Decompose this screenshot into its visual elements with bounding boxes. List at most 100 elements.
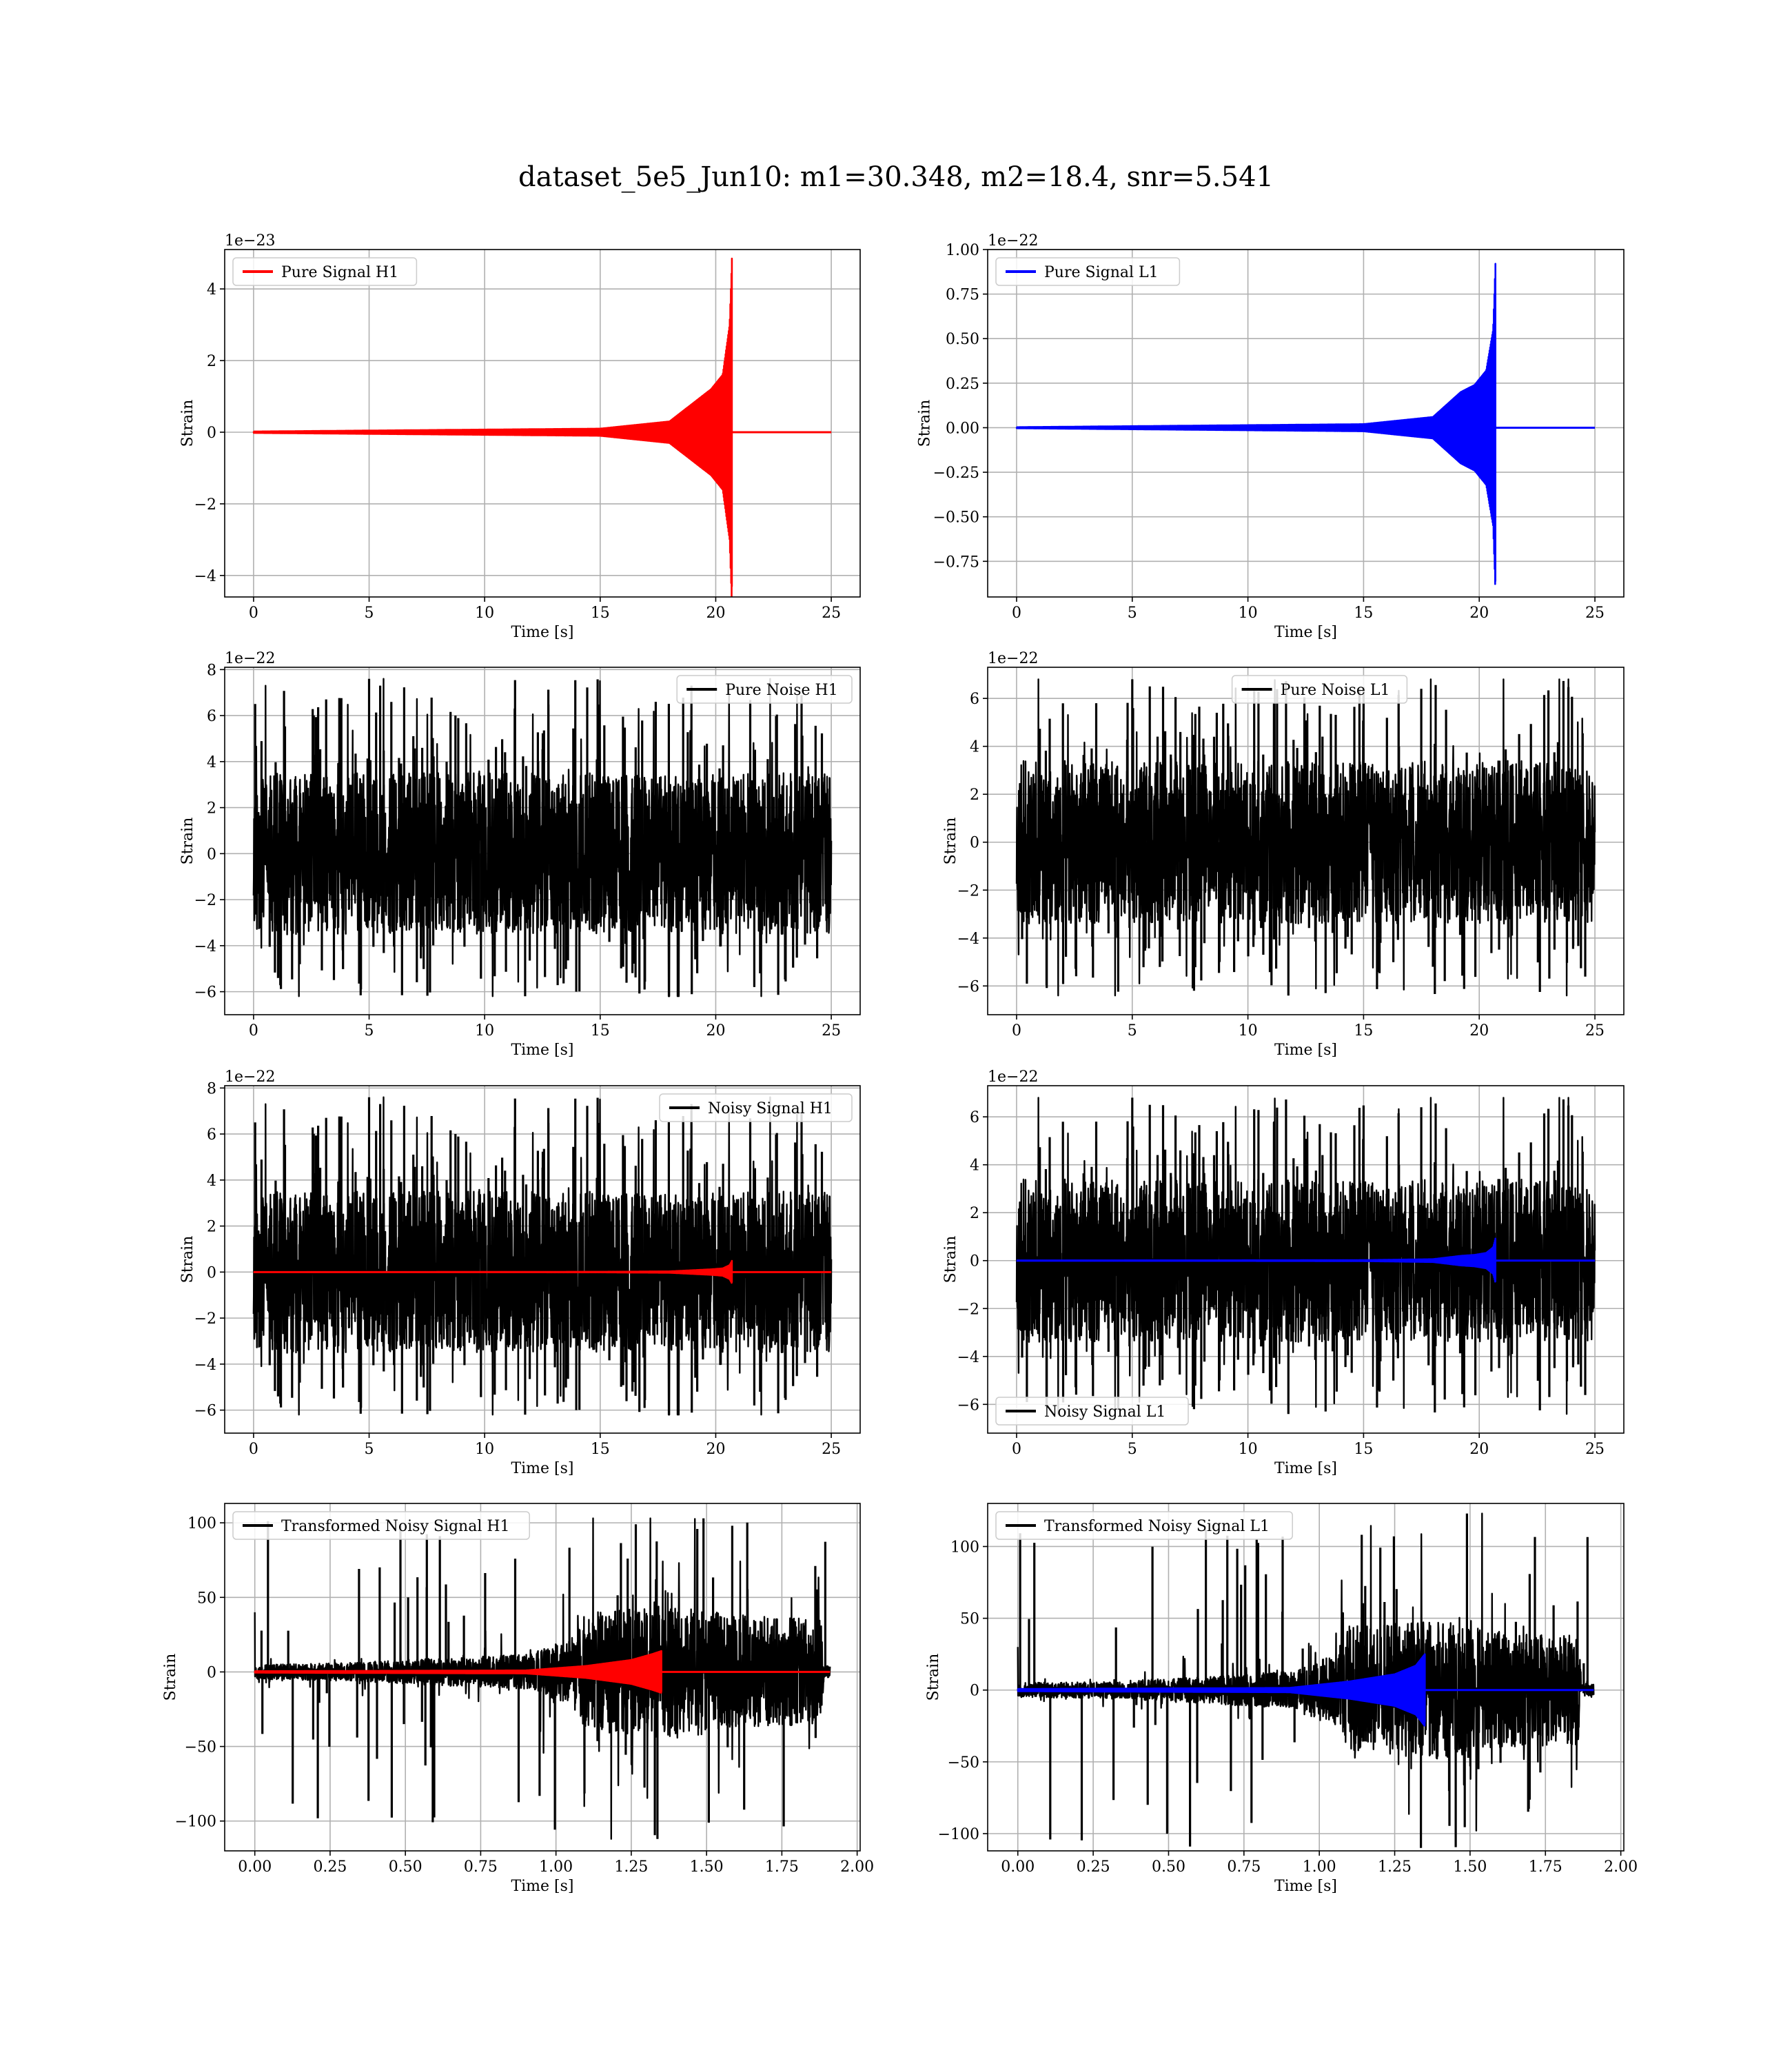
- axes-frame: [987, 1503, 1625, 1852]
- y-tick-label: −6: [957, 978, 979, 995]
- y-tick-label: 0: [970, 835, 979, 852]
- legend-box: [995, 1511, 1293, 1540]
- series-line: [252, 1096, 833, 1416]
- y-axis-label: Strain: [942, 818, 959, 865]
- x-tick-label: 15: [1354, 1441, 1373, 1458]
- x-tick-label: 5: [1128, 1441, 1137, 1458]
- x-tick-label: 0: [249, 1441, 258, 1458]
- axes-frame: [224, 667, 861, 1015]
- y-tick-label: −4: [194, 938, 216, 955]
- x-tick-label: 1.75: [1529, 1858, 1562, 1876]
- x-tick-label: 0.50: [1152, 1858, 1185, 1876]
- offset-text: 1e−22: [988, 232, 1038, 250]
- x-tick-label: 20: [706, 1441, 725, 1458]
- x-tick-label: 0.25: [1077, 1858, 1110, 1876]
- legend: Pure Noise L1: [1231, 675, 1408, 704]
- x-tick-label: 10: [1239, 1022, 1258, 1040]
- y-tick-label: 2: [207, 800, 216, 818]
- plot-area: [1015, 263, 1596, 585]
- x-tick-label: 25: [1585, 605, 1605, 622]
- y-tick-label: 8: [207, 1080, 216, 1097]
- y-tick-label: 1.00: [946, 242, 979, 259]
- x-tick-label: 0.00: [238, 1858, 272, 1876]
- y-tick-label: −100: [938, 1826, 979, 1843]
- y-tick-label: 2: [207, 353, 216, 370]
- x-tick-label: 5: [365, 605, 374, 622]
- legend-box: [676, 675, 853, 704]
- x-tick-label: 2.00: [1604, 1858, 1638, 1876]
- y-tick-label: 0.25: [946, 376, 979, 393]
- y-tick-label: 0: [207, 846, 216, 863]
- legend-label: Noisy Signal H1: [708, 1100, 833, 1117]
- series-spikes: [1021, 679, 1587, 996]
- x-tick-label: 1.50: [690, 1858, 724, 1876]
- plot-area: [252, 257, 832, 597]
- legend: Noisy Signal L1: [995, 1397, 1189, 1426]
- x-tick-label: 5: [365, 1022, 374, 1040]
- legend-box: [995, 1397, 1189, 1426]
- legend-label: Noisy Signal L1: [1044, 1403, 1165, 1421]
- y-tick-label: −6: [957, 1397, 979, 1414]
- x-tick-label: 0.00: [1001, 1858, 1035, 1876]
- y-tick-label: −0.25: [933, 465, 979, 482]
- plot-area: [252, 1096, 833, 1416]
- axes-pure-noise-h1: 0 5 10 15 20 25 −6 −4 −2 0 2 4 6 8 Time [s] Strain 1e−22…: [179, 650, 861, 1059]
- y-tick-label: 0: [207, 1264, 216, 1281]
- x-tick-label: 0: [249, 605, 258, 622]
- x-axis-label: Time [s]: [1274, 1460, 1337, 1477]
- y-axis-label: Strain: [179, 400, 196, 447]
- offset-text: 1e−22: [988, 1068, 1038, 1086]
- y-tick-label: −4: [194, 568, 216, 585]
- x-axis-label: Time [s]: [1274, 1042, 1337, 1059]
- y-tick-label: −0.75: [933, 554, 979, 571]
- x-axis-label: Time [s]: [1274, 624, 1337, 641]
- axes-noisy-signal-h1: 0 5 10 15 20 25 −6 −4 −2 0 2 4 6 8 Time [s] Strain 1e−22…: [179, 1068, 861, 1477]
- y-tick-label: 6: [207, 1126, 216, 1144]
- y-tick-label: 2: [970, 1205, 979, 1222]
- y-tick-label: 4: [207, 281, 216, 298]
- x-tick-label: 15: [591, 1022, 610, 1040]
- plot-area: [252, 678, 833, 997]
- x-tick-label: 10: [1239, 605, 1258, 622]
- y-tick-label: 0: [207, 1664, 216, 1681]
- axes-pure-noise-l1: 0 5 10 15 20 25 −6 −4 −2 0 2 4 6 Time [s] Strain 1e−22 P…: [942, 650, 1625, 1059]
- axes-frame: [987, 1085, 1625, 1434]
- y-tick-label: 0: [970, 1683, 979, 1700]
- y-axis-label: Strain: [917, 400, 934, 447]
- x-axis-label: Time [s]: [511, 624, 573, 641]
- y-tick-label: 50: [197, 1590, 216, 1607]
- legend-box: [232, 1511, 530, 1540]
- axes-frame: [224, 249, 861, 598]
- y-tick-label: 6: [970, 691, 979, 708]
- plot-area: [1015, 678, 1596, 997]
- y-tick-label: 8: [207, 662, 216, 679]
- x-axis-label: Time [s]: [511, 1460, 573, 1477]
- y-tick-label: −50: [948, 1754, 979, 1772]
- legend: Pure Noise H1: [676, 675, 853, 704]
- y-tick-label: 0.75: [946, 287, 979, 304]
- x-tick-label: 1.25: [614, 1858, 648, 1876]
- y-tick-label: 0: [207, 425, 216, 442]
- y-tick-label: 4: [207, 1173, 216, 1190]
- legend: Transformed Noisy Signal L1: [995, 1511, 1293, 1540]
- x-tick-label: 10: [475, 1022, 494, 1040]
- y-tick-label: −2: [194, 1310, 216, 1328]
- y-tick-label: 4: [207, 754, 216, 771]
- y-axis-label: Strain: [925, 1654, 942, 1701]
- y-tick-label: −6: [194, 1403, 216, 1420]
- y-tick-label: −2: [194, 496, 216, 514]
- offset-text: 1e−23: [225, 232, 275, 250]
- x-tick-label: 15: [1354, 605, 1373, 622]
- x-tick-label: 20: [706, 605, 725, 622]
- axes-pure-signal-l1: 0 5 10 15 20 25 −0.75 −0.50 −0.25 0.00 0.25 0.50 0.7…: [917, 232, 1625, 641]
- x-tick-label: 10: [475, 1441, 494, 1458]
- legend-label: Pure Signal H1: [281, 264, 398, 281]
- y-axis-label: Strain: [162, 1654, 179, 1701]
- y-tick-label: 0.50: [946, 331, 979, 348]
- y-tick-label: 4: [970, 739, 979, 756]
- legend-box: [232, 257, 418, 286]
- y-tick-label: −2: [957, 882, 979, 900]
- legend-label: Transformed Noisy Signal H1: [281, 1518, 510, 1535]
- y-tick-label: −4: [194, 1357, 216, 1374]
- x-tick-label: 25: [1585, 1022, 1605, 1040]
